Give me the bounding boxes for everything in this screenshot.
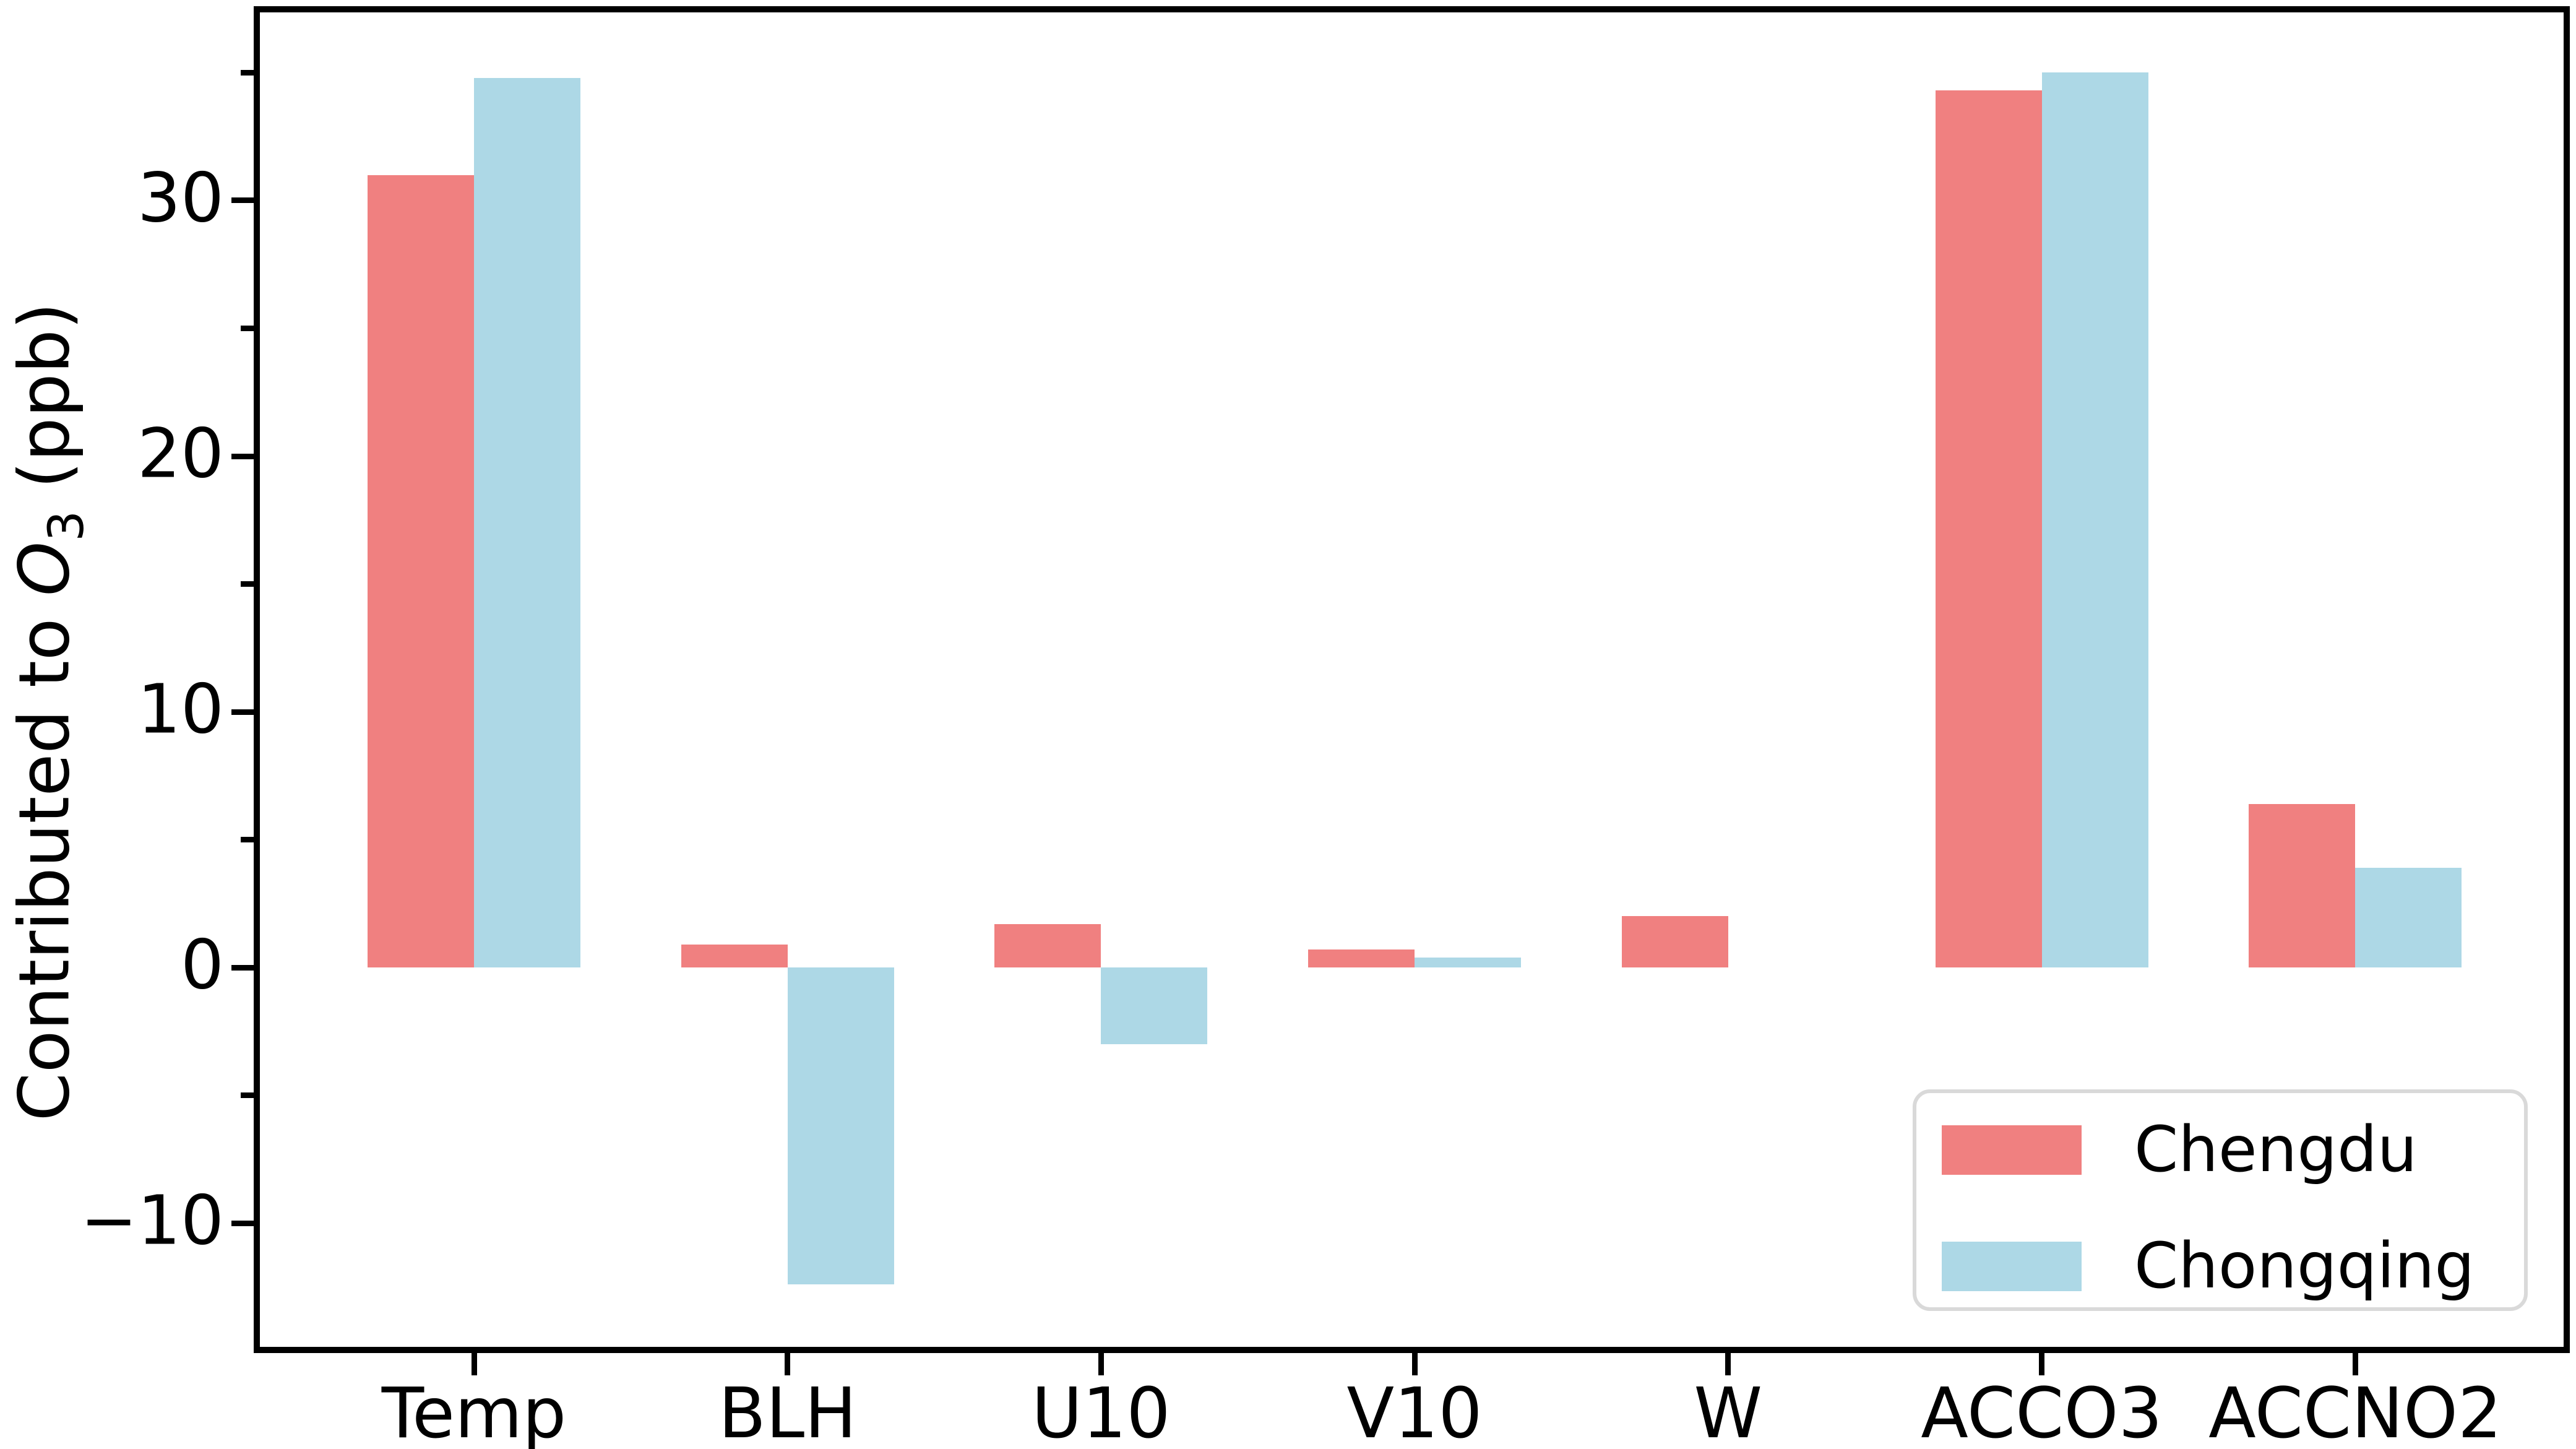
bar-chengdu-accno2 (2249, 803, 2356, 968)
x-tick-v10 (1411, 1353, 1418, 1375)
x-tick-accno2 (2352, 1353, 2358, 1375)
y-tick-label-10: 10 (137, 669, 224, 749)
x-tick-acco3 (2039, 1353, 2044, 1375)
x-tick-label-u10: U10 (1032, 1373, 1171, 1449)
bar-chongqing-u10 (1101, 967, 1208, 1044)
legend-label-chengdu: Chengdu (2134, 1113, 2418, 1187)
legend-label-chongqing: Chongqing (2134, 1229, 2475, 1303)
y-axis-label-math-o: O (4, 541, 85, 596)
x-tick-temp (471, 1353, 477, 1375)
y-axis-label: Contributed to O3 (ppb) (5, 303, 95, 1122)
y-tick-−10 (231, 1220, 254, 1226)
legend-swatch-chengdu (1942, 1125, 2082, 1175)
x-tick-label-v10: V10 (1346, 1373, 1483, 1449)
bar-chongqing-blh (787, 967, 894, 1285)
bar-chongqing-acco3 (2041, 72, 2148, 968)
y-minor-tick--5 (241, 1092, 254, 1099)
y-axis-label-subscript: 3 (38, 510, 95, 542)
y-tick-label-20: 20 (137, 413, 224, 493)
y-minor-tick-25 (241, 326, 254, 331)
bar-chengdu-w (1621, 916, 1728, 968)
y-tick-30 (231, 197, 254, 204)
y-minor-tick-5 (241, 837, 254, 843)
bar-chongqing-temp (474, 77, 580, 968)
y-minor-tick-15 (241, 581, 254, 587)
x-tick-label-acco3: ACCO3 (1921, 1373, 2163, 1449)
bar-chengdu-temp (368, 175, 474, 968)
x-tick-label-accno2: ACCNO2 (2208, 1373, 2502, 1449)
x-tick-label-blh: BLH (718, 1373, 857, 1449)
y-axis-label-suffix: (ppb) (4, 302, 85, 511)
bar-chongqing-accno2 (2355, 867, 2462, 968)
y-tick-label-−10: −10 (80, 1180, 224, 1260)
bar-chengdu-u10 (994, 923, 1101, 968)
legend: Chengdu Chongqing (1913, 1089, 2528, 1311)
y-minor-tick-35 (241, 69, 254, 76)
y-tick-label-0: 0 (181, 925, 224, 1005)
legend-swatch-chongqing (1942, 1242, 2082, 1291)
y-tick-20 (231, 453, 254, 459)
y-tick-10 (231, 709, 254, 715)
bar-chongqing-v10 (1415, 957, 1522, 968)
bar-chengdu-acco3 (1935, 90, 2042, 968)
bar-chengdu-blh (681, 944, 788, 968)
x-tick-label-w: W (1694, 1373, 1763, 1449)
bar-chengdu-v10 (1308, 949, 1415, 968)
y-axis-label-prefix: Contributed to (4, 595, 85, 1122)
y-tick-label-30: 30 (137, 158, 224, 238)
x-tick-u10 (1098, 1353, 1104, 1375)
x-tick-blh (785, 1353, 791, 1375)
x-tick-w (1725, 1353, 1731, 1375)
x-tick-label-temp: Temp (381, 1373, 567, 1449)
y-tick-0 (231, 964, 254, 971)
